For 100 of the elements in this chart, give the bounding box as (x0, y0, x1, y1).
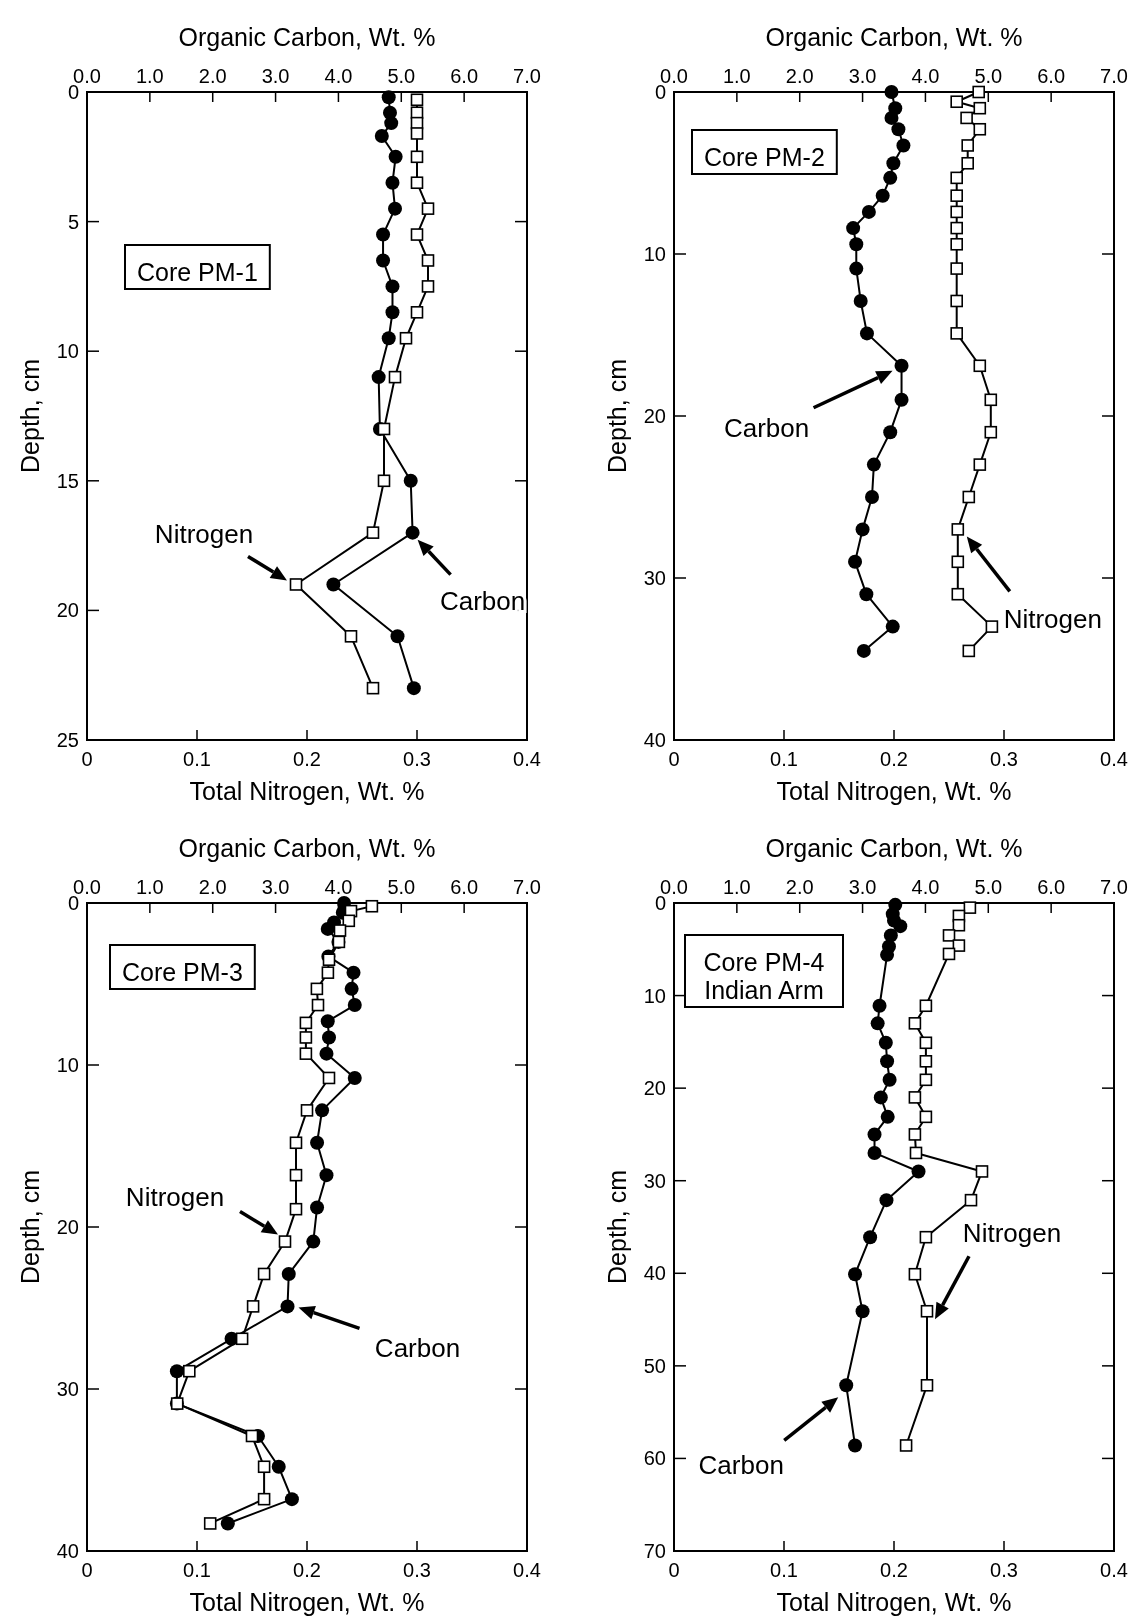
x2-tick-label: 1.0 (135, 65, 164, 87)
x2-tick-label: 3.0 (848, 65, 877, 87)
x-tick-label: 0.3 (403, 748, 431, 770)
point (410, 176, 424, 190)
point (333, 924, 347, 937)
point (950, 205, 963, 219)
point (908, 1017, 922, 1030)
point (973, 458, 987, 471)
x-tick-label: 0.3 (990, 1559, 1018, 1581)
legend-label: Carbon (439, 585, 526, 616)
point (973, 101, 987, 115)
x-tick-label: 0 (668, 748, 680, 770)
x2-tick-label: 2.0 (785, 65, 814, 87)
y-tick-label: 20 (56, 599, 79, 622)
point (951, 555, 965, 569)
y-tick-label: 15 (56, 469, 79, 492)
x-tick-label: 0.1 (183, 748, 211, 770)
y-tick-label: 40 (56, 1540, 79, 1562)
point (909, 1146, 923, 1160)
point (950, 262, 963, 275)
point (299, 1016, 313, 1030)
y-tick-label: 20 (643, 1077, 666, 1100)
x2-tick-label: 6.0 (450, 876, 479, 898)
point (377, 474, 391, 488)
x-axis-title: Total Nitrogen, Wt. % (189, 1588, 425, 1616)
point (984, 393, 998, 407)
y-tick-label: 30 (643, 567, 666, 589)
point (300, 1104, 314, 1117)
point (985, 620, 999, 633)
point (235, 1332, 249, 1346)
point (961, 156, 974, 170)
y-tick-label: 40 (643, 729, 666, 751)
point (961, 139, 974, 152)
text: Carbon (374, 1333, 461, 1364)
series-label: Nitrogen (962, 1218, 1062, 1249)
x2-tick-label: 1.0 (722, 876, 751, 898)
point (289, 1136, 303, 1150)
point (950, 95, 963, 109)
x2-tick-label: 7.0 (1100, 876, 1128, 898)
x-axis-title: Total Nitrogen, Wt. % (776, 1588, 1012, 1616)
point (973, 359, 987, 373)
y-tick-label: 70 (643, 1540, 666, 1562)
legend-label: Nitrogen (1003, 604, 1102, 635)
y-tick-label: 10 (56, 1054, 79, 1076)
point (410, 150, 424, 164)
x-tick-label: 0 (668, 1559, 680, 1581)
x2-tick-label: 6.0 (1037, 65, 1066, 87)
point (950, 237, 963, 251)
point (899, 1439, 913, 1452)
y-tick-label: 10 (56, 340, 79, 363)
point (289, 578, 303, 591)
point (919, 999, 933, 1013)
y-tick-label: 20 (643, 405, 666, 427)
x-tick-label: 0.4 (513, 1559, 541, 1581)
point (919, 1230, 933, 1244)
point (342, 914, 356, 928)
point (972, 85, 985, 99)
point (960, 111, 973, 125)
x2-tick-label: 6.0 (1037, 876, 1066, 898)
point (344, 630, 358, 643)
point (964, 1193, 978, 1207)
x2-tick-label: 6.0 (450, 65, 479, 87)
y-tick-label: 60 (643, 1447, 666, 1470)
x2-tick-label: 5.0 (387, 876, 416, 898)
point (950, 171, 963, 185)
text: Carbon (723, 412, 810, 443)
x2-tick-label: 2.0 (198, 876, 227, 898)
y-tick-label: 25 (56, 729, 79, 751)
point (388, 370, 402, 384)
x2-tick-label: 2.0 (785, 876, 814, 898)
x2-tick-label: 1.0 (135, 876, 164, 898)
x2-tick-label: 7.0 (513, 876, 541, 898)
text: Nitrogen (125, 1181, 225, 1212)
x-tick-label: 0.1 (183, 1559, 211, 1581)
point (410, 127, 424, 140)
x-tick-label: 0.4 (1100, 748, 1128, 770)
x-tick-label: 0 (81, 1559, 93, 1581)
x2-tick-label: 5.0 (974, 65, 1003, 87)
point (257, 1492, 271, 1506)
x2-tick-label: 3.0 (848, 876, 877, 898)
point (942, 947, 956, 961)
point (920, 1379, 934, 1392)
point (366, 526, 380, 539)
x-tick-label: 0.3 (990, 748, 1018, 770)
y-axis-title: Depth, cm (16, 1170, 44, 1284)
point (183, 1364, 196, 1378)
x2-axis-title: Organic Carbon, Wt. % (178, 23, 436, 51)
x2-tick-label: 4.0 (911, 876, 940, 898)
point (952, 939, 966, 952)
x-tick-label: 0.3 (403, 1559, 431, 1581)
series-label: Nitrogen (154, 519, 254, 550)
point (919, 1055, 933, 1068)
point (951, 587, 965, 601)
point (257, 1267, 271, 1281)
point (962, 644, 976, 658)
point (421, 254, 435, 267)
point (920, 1304, 934, 1318)
point (975, 1165, 989, 1178)
point (919, 1073, 933, 1087)
point (289, 1202, 303, 1216)
